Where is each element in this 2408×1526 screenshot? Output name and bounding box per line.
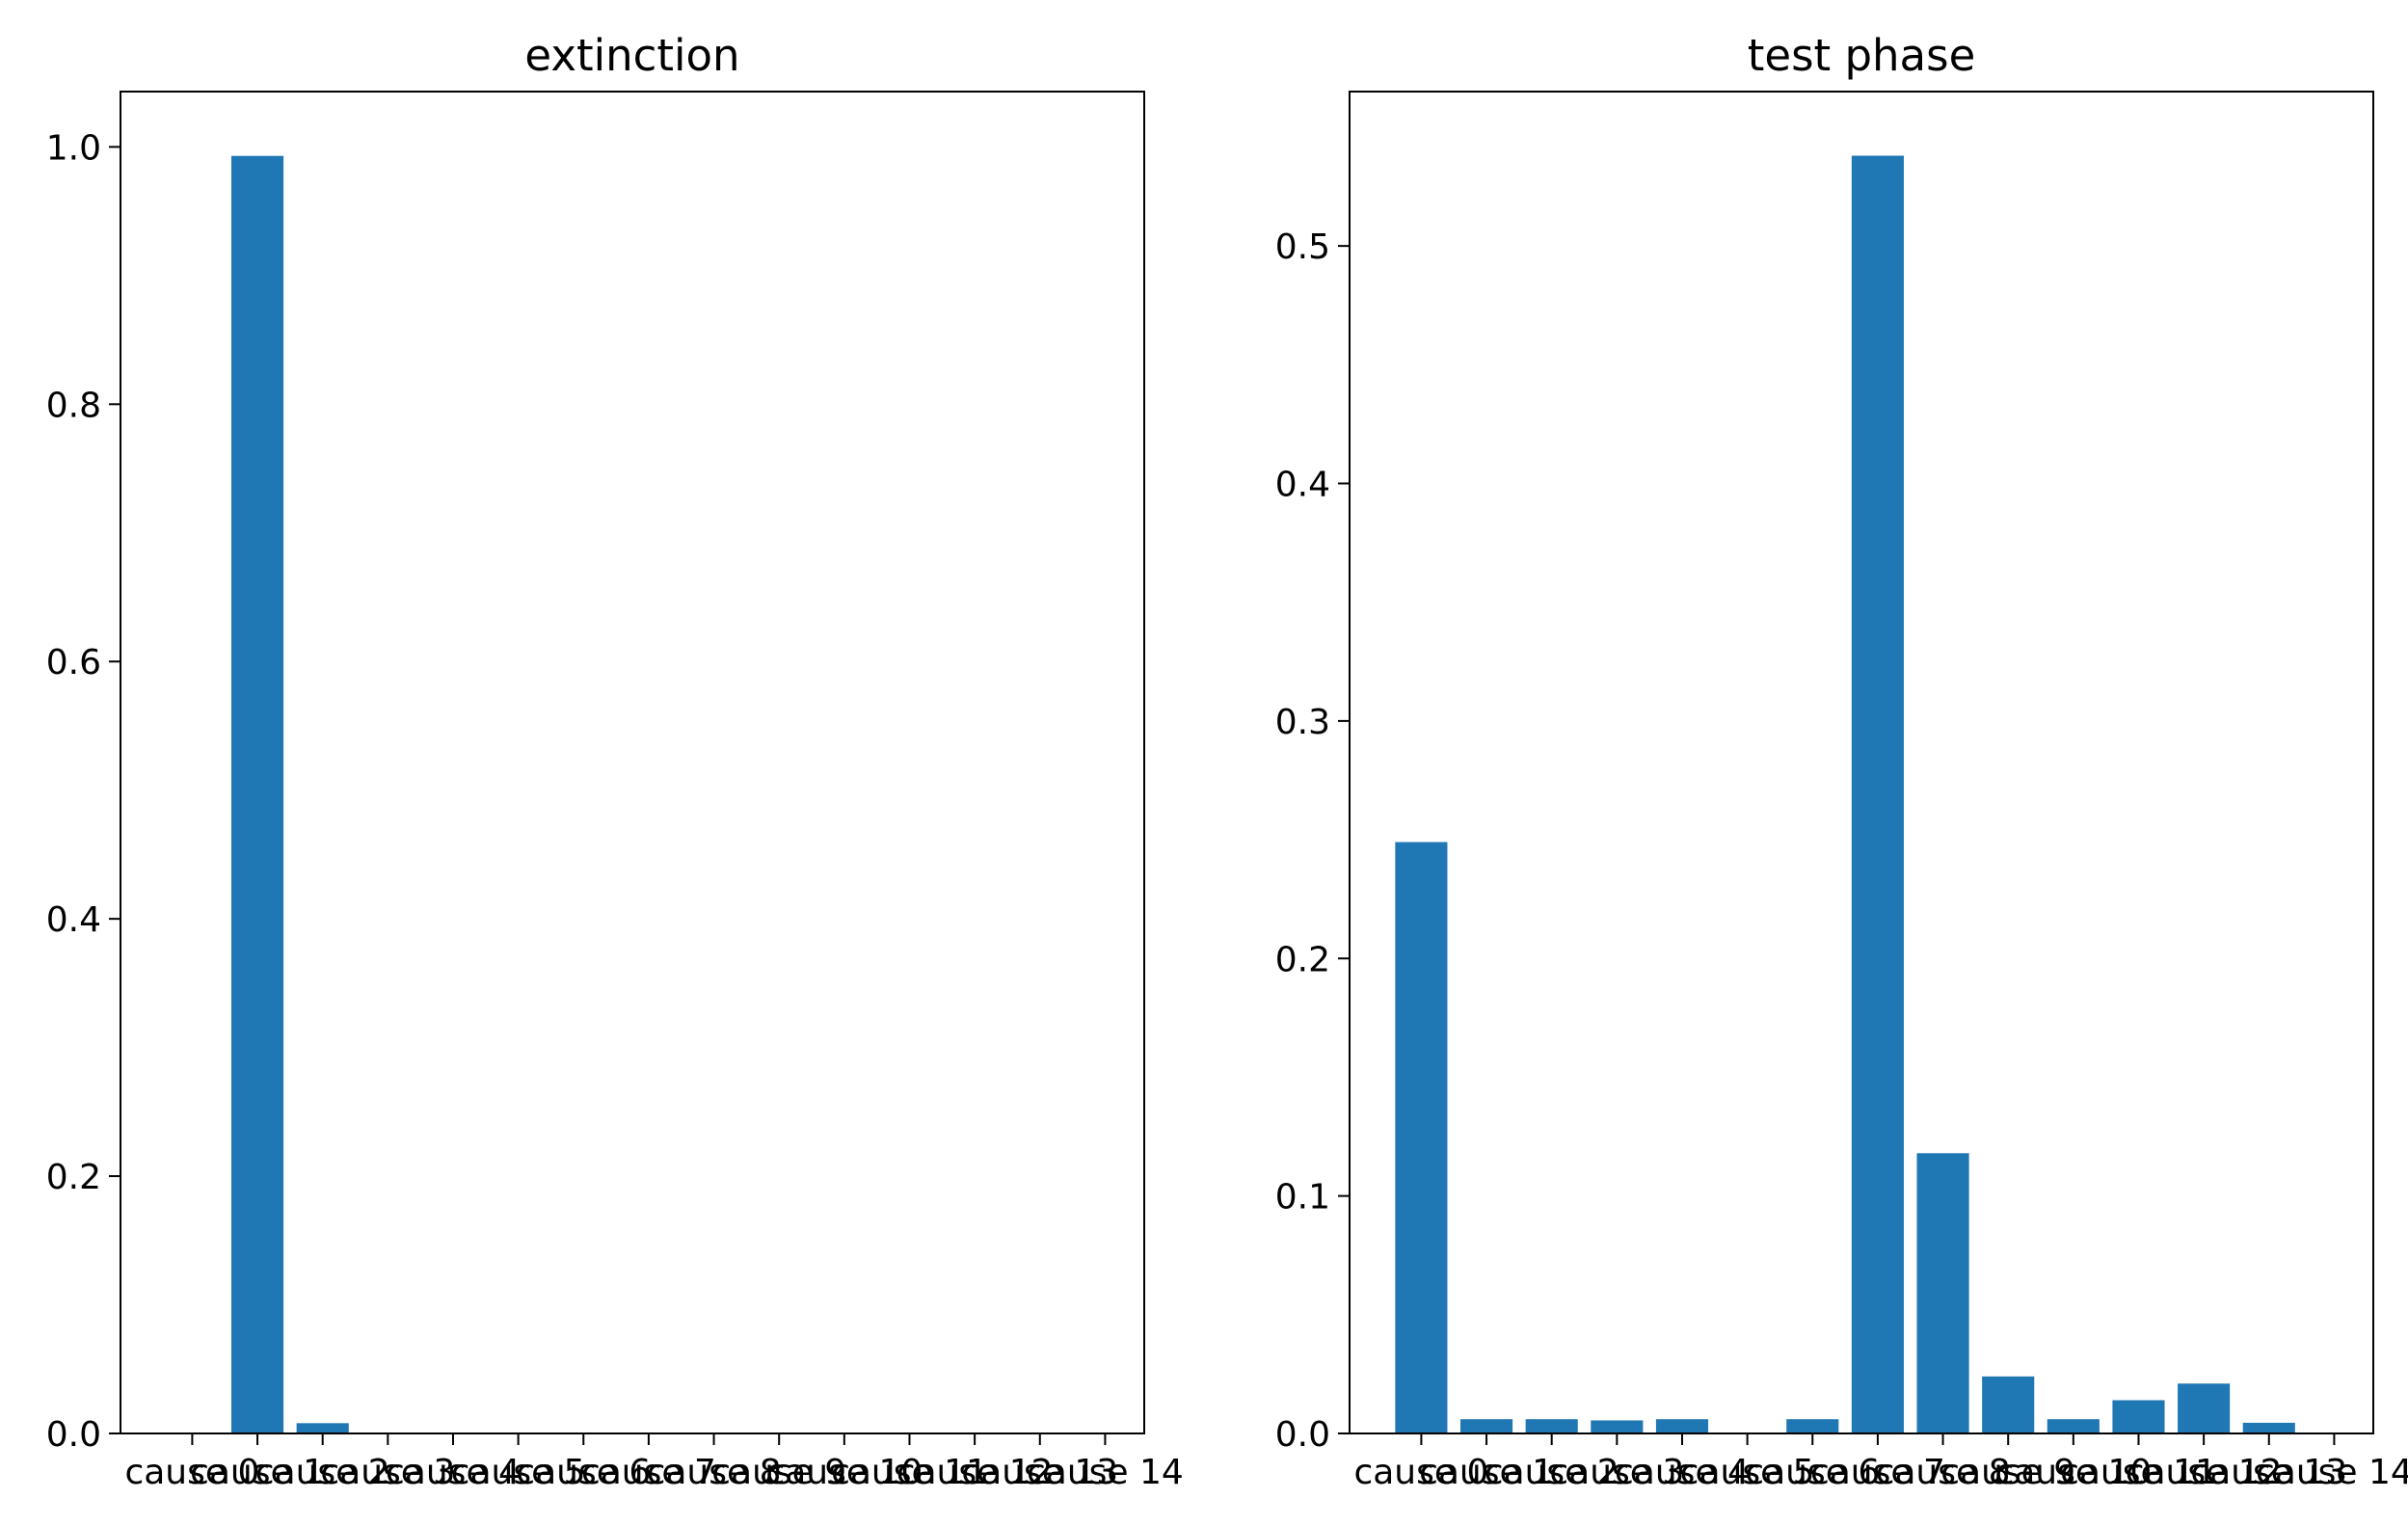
x-tick-label: cause 1 [190, 1453, 325, 1492]
bar-cause-1 [1459, 1419, 1513, 1433]
plot-frame [120, 91, 1145, 1434]
bar-cause-9 [1982, 1376, 2035, 1433]
x-tick-label: cause 13 [961, 1453, 1118, 1492]
bar-cause-0 [1395, 842, 1448, 1433]
chart-title: extinction [524, 30, 739, 81]
bar-cause-11 [2112, 1400, 2165, 1433]
x-tick-label: cause 2 [255, 1453, 390, 1492]
x-tick-label: cause 12 [2126, 1453, 2283, 1492]
bar-cause-2 [296, 1423, 349, 1433]
y-tick-label: 0.0 [1275, 1415, 1330, 1455]
x-tick-label: cause 11 [2060, 1453, 2217, 1492]
chart-title: test phase [1748, 30, 1976, 81]
x-tick-label: cause 5 [451, 1453, 586, 1492]
y-tick-label: 1.0 [46, 128, 101, 168]
y-tick-label: 0.4 [1275, 466, 1330, 505]
x-tick-label: cause 0 [1353, 1453, 1488, 1492]
x-tick-label: cause 8 [1876, 1453, 2011, 1492]
plot-frame [1349, 91, 2374, 1434]
x-tick-label: cause 6 [516, 1453, 651, 1492]
x-tick-label: cause 6 [1745, 1453, 1880, 1492]
x-tick-label: cause 10 [1994, 1453, 2152, 1492]
x-tick-label: cause 5 [1680, 1453, 1815, 1492]
bar-cause-7 [1851, 155, 1904, 1433]
bar-cause-13 [2242, 1422, 2295, 1433]
x-tick-label: cause 0 [124, 1453, 259, 1492]
x-tick-label: cause 2 [1485, 1453, 1619, 1492]
x-tick-label: cause 12 [896, 1453, 1054, 1492]
bar-cause-12 [2178, 1383, 2231, 1433]
y-tick-label: 0.2 [46, 1158, 101, 1197]
y-tick-label: 0.5 [1275, 228, 1330, 267]
y-tick-label: 0.4 [46, 900, 101, 940]
x-tick-label: cause 1 [1419, 1453, 1554, 1492]
x-tick-label: cause 9 [711, 1453, 846, 1492]
bar-cause-10 [2047, 1419, 2100, 1433]
bar-cause-6 [1786, 1419, 1839, 1433]
bar-cause-8 [1916, 1153, 1969, 1433]
y-tick-label: 0.1 [1275, 1178, 1330, 1218]
x-tick-label: cause 14 [1027, 1453, 1184, 1492]
x-tick-label: cause 10 [765, 1453, 923, 1492]
bar-cause-3 [1591, 1420, 1644, 1433]
y-tick-label: 0.3 [1275, 703, 1330, 742]
bar-cause-2 [1525, 1419, 1578, 1433]
x-tick-label: cause 4 [386, 1453, 521, 1492]
x-tick-label: cause 9 [1940, 1453, 2075, 1492]
bar-cause-1 [230, 155, 284, 1434]
x-tick-label: cause 4 [1615, 1453, 1750, 1492]
y-tick-label: 0.6 [46, 643, 101, 683]
x-tick-label: cause 3 [320, 1453, 455, 1492]
x-tick-label: cause 13 [2190, 1453, 2347, 1492]
y-tick-label: 0.8 [46, 386, 101, 425]
y-tick-label: 0.0 [46, 1415, 101, 1455]
x-tick-label: cause 7 [581, 1453, 716, 1492]
x-tick-label: cause 14 [2256, 1453, 2408, 1492]
bar-cause-4 [1655, 1419, 1709, 1433]
x-tick-label: cause 8 [647, 1453, 782, 1492]
x-tick-label: cause 11 [831, 1453, 988, 1492]
x-tick-label: cause 3 [1549, 1453, 1684, 1492]
y-tick-label: 0.2 [1275, 940, 1330, 979]
x-tick-label: cause 7 [1810, 1453, 1945, 1492]
